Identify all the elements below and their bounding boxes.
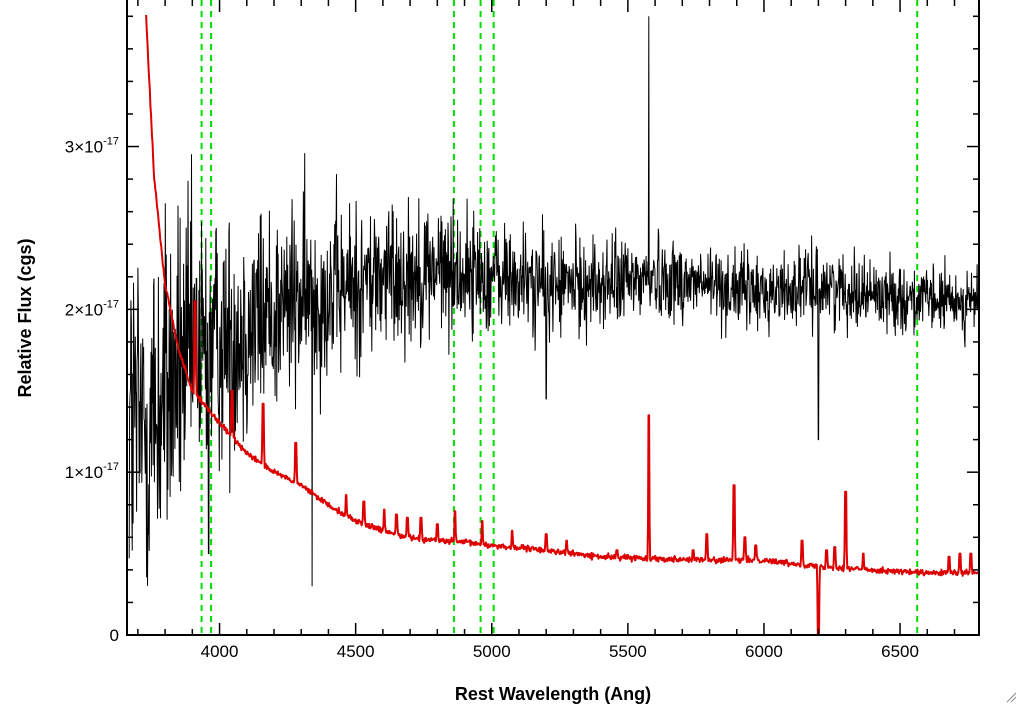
y-tick-label: 1×10-17	[65, 461, 119, 482]
resize-grip-icon[interactable]	[1005, 691, 1017, 703]
y-tick-label: 0	[110, 626, 119, 645]
x-axis-ticks: 4000 4500 5000 5500 6000 6500	[137, 0, 956, 661]
x-tick-label: 5500	[609, 642, 647, 661]
plot-border	[126, 0, 980, 636]
y-tick-label: 3×10-17	[65, 136, 119, 157]
x-axis-label: Rest Wavelength (Ang)	[455, 684, 651, 704]
x-tick-label: 6500	[881, 642, 919, 661]
y-axis-label: Relative Flux (cgs)	[15, 238, 35, 397]
plot-frame	[126, 0, 980, 636]
y-tick-label: 2×10-17	[65, 298, 119, 319]
sky-spectrum-line	[145, 14, 979, 635]
x-tick-label: 5000	[473, 642, 511, 661]
spectrum-series	[128, 14, 979, 635]
object-spectrum-line	[128, 16, 979, 587]
x-tick-label: 4500	[337, 642, 375, 661]
x-tick-label: 4000	[201, 642, 239, 661]
y-axis-ticks: 0 1×10-17 2×10-17 3×10-17	[65, 15, 979, 645]
x-tick-label: 6000	[745, 642, 783, 661]
